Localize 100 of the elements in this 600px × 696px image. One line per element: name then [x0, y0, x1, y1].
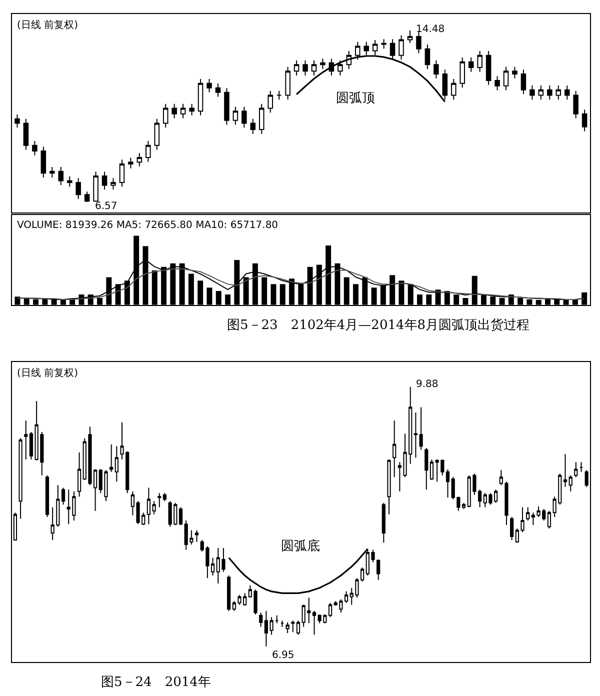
candlestick	[398, 34, 404, 60]
bar	[188, 274, 194, 305]
candlestick	[29, 432, 34, 460]
candlestick	[526, 506, 530, 522]
candlestick	[258, 103, 264, 134]
candlestick	[198, 78, 204, 116]
candlestick	[468, 57, 474, 72]
candlestick	[206, 78, 212, 93]
annotation: 圆弧顶	[336, 91, 375, 106]
candlestick	[76, 178, 81, 200]
candlestick	[110, 444, 114, 472]
candlestick	[77, 452, 82, 498]
candlestick	[446, 468, 450, 498]
bar	[518, 298, 524, 305]
candlestick	[275, 614, 279, 624]
candlestick	[512, 66, 518, 79]
candlestick	[180, 103, 186, 119]
candlestick	[376, 559, 380, 580]
candlestick	[23, 118, 29, 150]
candlestick	[268, 90, 273, 114]
candlestick	[564, 84, 570, 100]
bar	[262, 277, 268, 305]
candlestick	[320, 58, 326, 70]
candlestick	[172, 103, 177, 119]
candlestick	[547, 510, 552, 530]
candlestick	[286, 622, 290, 634]
candlestick	[387, 458, 391, 515]
bar	[225, 294, 230, 305]
bar	[526, 299, 532, 305]
candlestick	[462, 502, 466, 510]
candlestick	[280, 620, 284, 628]
candlestick	[434, 60, 439, 79]
candlestick	[392, 420, 396, 478]
bar	[216, 291, 222, 305]
candlestick	[114, 446, 118, 482]
candlestick	[102, 171, 108, 190]
candlestick	[110, 178, 116, 190]
candlestick	[424, 44, 430, 70]
candlestick	[294, 60, 300, 76]
candlestick	[328, 602, 332, 618]
candlestick	[451, 78, 456, 100]
candlestick	[430, 458, 434, 480]
candlestick	[338, 60, 343, 76]
candlestick	[382, 502, 386, 544]
candlestick	[296, 620, 300, 636]
annotation: 圆弧底	[281, 539, 320, 554]
candlestick	[232, 106, 238, 126]
candlestick	[227, 574, 231, 612]
bar	[417, 294, 422, 305]
candlestick	[510, 516, 514, 541]
candlestick	[302, 60, 308, 76]
bar	[198, 280, 204, 305]
candlestick	[40, 146, 46, 178]
candlestick	[291, 620, 295, 633]
candlestick	[259, 612, 263, 628]
candlestick	[579, 462, 584, 472]
candlestick	[194, 530, 199, 542]
candlestick	[189, 103, 194, 116]
candlestick	[119, 159, 125, 188]
candlestick	[477, 50, 482, 72]
bar	[353, 284, 358, 305]
candlestick	[250, 118, 256, 134]
candlestick	[162, 103, 168, 128]
candlestick	[503, 66, 509, 91]
candlestick	[556, 84, 562, 100]
candlestick	[178, 506, 183, 526]
bar	[280, 284, 286, 305]
candlestick	[547, 84, 552, 100]
annotation: 6.57	[95, 201, 118, 212]
bar	[462, 298, 468, 305]
candlestick	[276, 90, 282, 100]
candlestick	[573, 90, 578, 119]
candlestick	[154, 118, 160, 150]
annotation: 14.48	[416, 24, 445, 35]
candlestick	[285, 66, 290, 100]
candlestick	[32, 140, 38, 156]
candlestick	[136, 152, 142, 167]
candlestick	[424, 447, 428, 490]
candlestick	[460, 57, 466, 88]
candlestick	[486, 50, 492, 86]
candlestick	[582, 109, 588, 132]
bar	[152, 270, 158, 305]
candlestick	[128, 157, 134, 169]
candlestick	[58, 166, 64, 186]
candlestick	[311, 60, 317, 76]
annotation: 9.88	[416, 379, 438, 390]
candlestick	[224, 88, 230, 126]
candlestick	[563, 454, 568, 488]
chart-title: (日线 前复权)	[17, 19, 78, 31]
candlestick	[538, 84, 544, 100]
candlestick	[66, 176, 72, 188]
text: 6.95	[272, 650, 294, 661]
candlestick	[215, 83, 221, 98]
bar	[344, 277, 350, 305]
candlestick	[574, 462, 578, 478]
chart-title: VOLUME: 81939.26 MA5: 72665.80 MA10: 65717.80	[17, 220, 278, 231]
candlestick	[568, 474, 572, 492]
bar	[206, 288, 212, 305]
bar	[14, 296, 20, 305]
candlestick	[14, 114, 20, 128]
